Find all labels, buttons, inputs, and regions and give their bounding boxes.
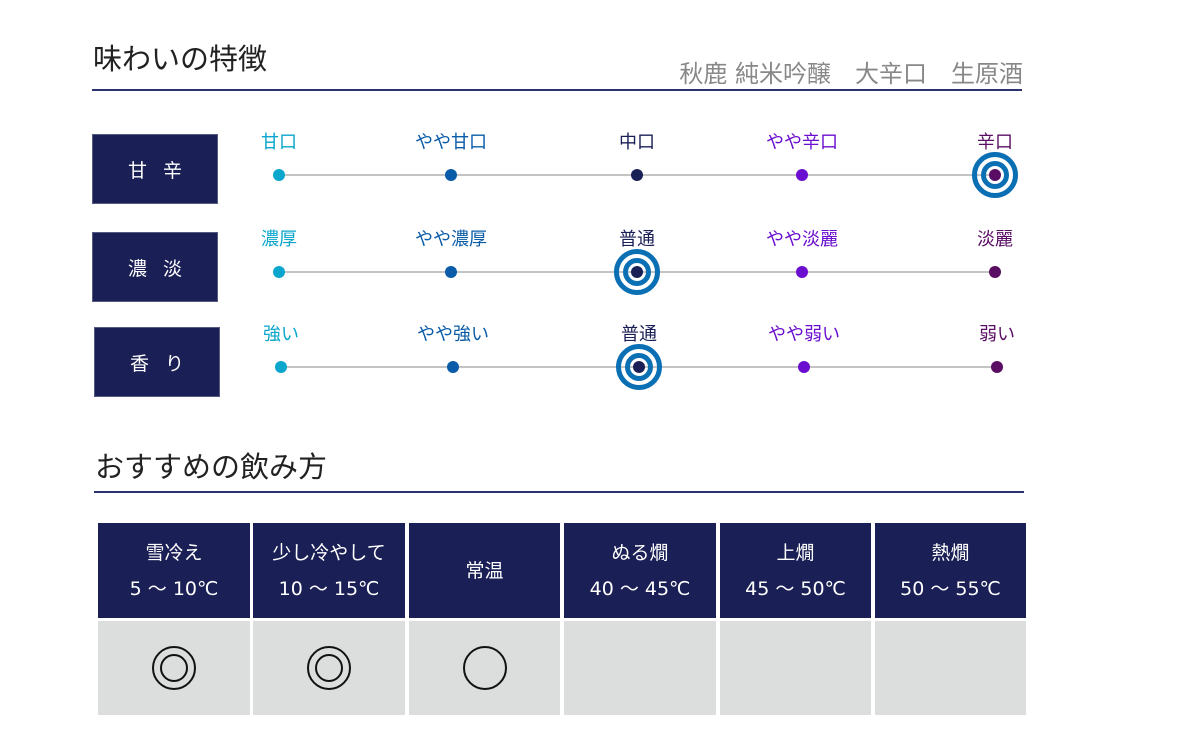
scale-label: やや甘口 (415, 132, 487, 153)
serving-temp: 50 ～ 55℃ (900, 577, 1001, 600)
divider (94, 491, 1024, 493)
divider (92, 89, 1022, 91)
scale-point (631, 169, 643, 181)
serving-header: 熱燗 50 ～ 55℃ (875, 523, 1026, 618)
double-circle-icon (152, 646, 196, 690)
serving-name: 常温 (465, 559, 504, 582)
scale-label: やや淡麗 (766, 229, 838, 250)
scale-point (989, 266, 1001, 278)
scale-point (798, 361, 810, 373)
serving-title: おすすめの飲み方 (95, 450, 328, 484)
serving-cell (98, 621, 250, 715)
scale-label: やや弱い (768, 324, 840, 345)
serving-temp: 40 ～ 45℃ (589, 577, 691, 600)
serving-temp: 5 ～ 10℃ (129, 577, 219, 600)
serving-cell (720, 621, 871, 715)
serving-name: 雪冷え (145, 541, 203, 564)
product-name: 秋鹿 純米吟醸 大辛口 生原酒 (679, 60, 1023, 88)
scale-point (447, 361, 459, 373)
scale-point (633, 361, 645, 373)
selected-marker (616, 344, 662, 390)
serving-name: 熱燗 (931, 541, 970, 564)
scale-point (989, 169, 1001, 181)
serving-name: ぬる燗 (611, 541, 669, 564)
scale-point (445, 169, 457, 181)
scale-point (445, 266, 457, 278)
scale-point (273, 169, 285, 181)
serving-name: 少し冷やして (272, 541, 386, 564)
taste-title: 味わいの特徴 (93, 42, 268, 76)
scale-point (991, 361, 1003, 373)
serving-header: 雪冷え 5 ～ 10℃ (98, 523, 250, 618)
scale-point (796, 169, 808, 181)
scale-point (273, 266, 285, 278)
serving-cell (564, 621, 716, 715)
serving-cell (875, 621, 1026, 715)
serving-header: 常温 (409, 523, 560, 618)
scale-label: 普通 (621, 324, 657, 345)
scale-label: やや濃厚 (415, 229, 487, 250)
scale-label: やや辛口 (766, 132, 838, 153)
scale-label: 辛口 (977, 132, 1013, 153)
scale-label: 弱い (979, 324, 1015, 345)
serving-header: 少し冷やして 10 ～ 15℃ (253, 523, 405, 618)
serving-header: 上燗 45 ～ 50℃ (720, 523, 871, 618)
taste-category-label: 甘辛 (92, 134, 218, 204)
double-circle-icon (307, 646, 351, 690)
serving-cell (409, 621, 560, 715)
scale-point (631, 266, 643, 278)
taste-category-label: 香り (94, 327, 220, 397)
scale-point (796, 266, 808, 278)
scale-label: 淡麗 (977, 229, 1013, 250)
scale-label: やや強い (417, 324, 489, 345)
scale-label: 中口 (619, 132, 655, 153)
serving-header: ぬる燗 40 ～ 45℃ (564, 523, 716, 618)
serving-temp: 10 ～ 15℃ (278, 577, 380, 600)
serving-name: 上燗 (776, 541, 815, 564)
scale-label: 普通 (619, 229, 655, 250)
scale-label: 濃厚 (261, 229, 297, 250)
scale-label: 甘口 (261, 132, 297, 153)
scale-label: 強い (263, 324, 299, 345)
taste-category-label: 濃淡 (92, 232, 218, 302)
serving-temp: 45 ～ 50℃ (745, 577, 846, 600)
scale-point (275, 361, 287, 373)
circle-icon (462, 646, 507, 690)
serving-cell (253, 621, 405, 715)
selected-marker (614, 249, 660, 295)
selected-marker (972, 152, 1018, 198)
